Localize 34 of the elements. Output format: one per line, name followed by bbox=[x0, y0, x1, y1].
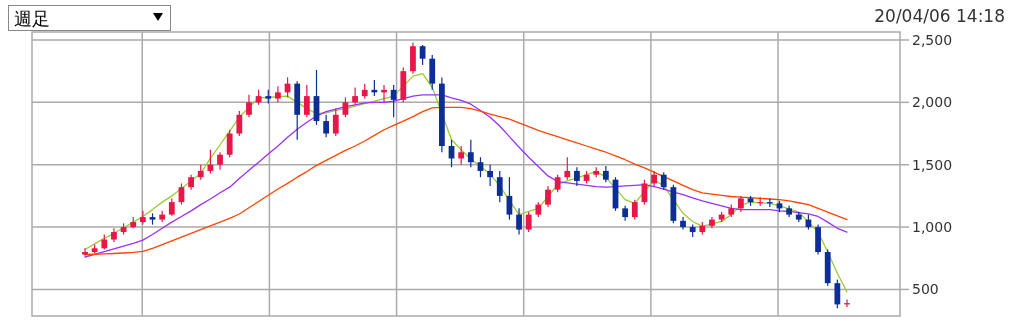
candlestick bbox=[496, 170, 503, 203]
candlestick bbox=[275, 85, 281, 103]
candlestick bbox=[82, 247, 88, 257]
candlestick bbox=[680, 216, 686, 231]
candlestick bbox=[246, 94, 252, 118]
candlestick bbox=[487, 164, 494, 187]
candlestick bbox=[564, 156, 571, 181]
candlestick bbox=[574, 166, 580, 187]
y-tick-label: 1,500 bbox=[912, 156, 953, 173]
candlestick bbox=[419, 44, 426, 66]
text: 20/04/06 14:18 bbox=[874, 6, 1005, 26]
candlestick bbox=[458, 145, 465, 166]
candlestick bbox=[226, 129, 233, 158]
candlestick bbox=[139, 210, 146, 226]
candlestick bbox=[631, 199, 638, 221]
candlestick bbox=[332, 107, 339, 137]
candlestick bbox=[207, 149, 214, 175]
candlestick bbox=[352, 86, 358, 106]
y-tick-label: 2,000 bbox=[912, 94, 953, 111]
candlestick bbox=[516, 207, 522, 236]
candlestick bbox=[390, 84, 397, 118]
candlestick bbox=[342, 96, 349, 118]
text: 週足 bbox=[14, 8, 50, 29]
candlestick bbox=[545, 185, 551, 208]
candlestick bbox=[236, 110, 243, 137]
candlestick bbox=[303, 84, 310, 118]
y-tick-label: 1,000 bbox=[912, 219, 953, 236]
y-tick-label: 2,500 bbox=[912, 31, 953, 48]
candlestick bbox=[467, 139, 474, 168]
line-series bbox=[84, 73, 848, 293]
candlestick bbox=[834, 278, 841, 309]
y-tick-label: 500 bbox=[912, 281, 939, 298]
candlestick bbox=[323, 114, 330, 138]
candlestick bbox=[525, 211, 532, 233]
